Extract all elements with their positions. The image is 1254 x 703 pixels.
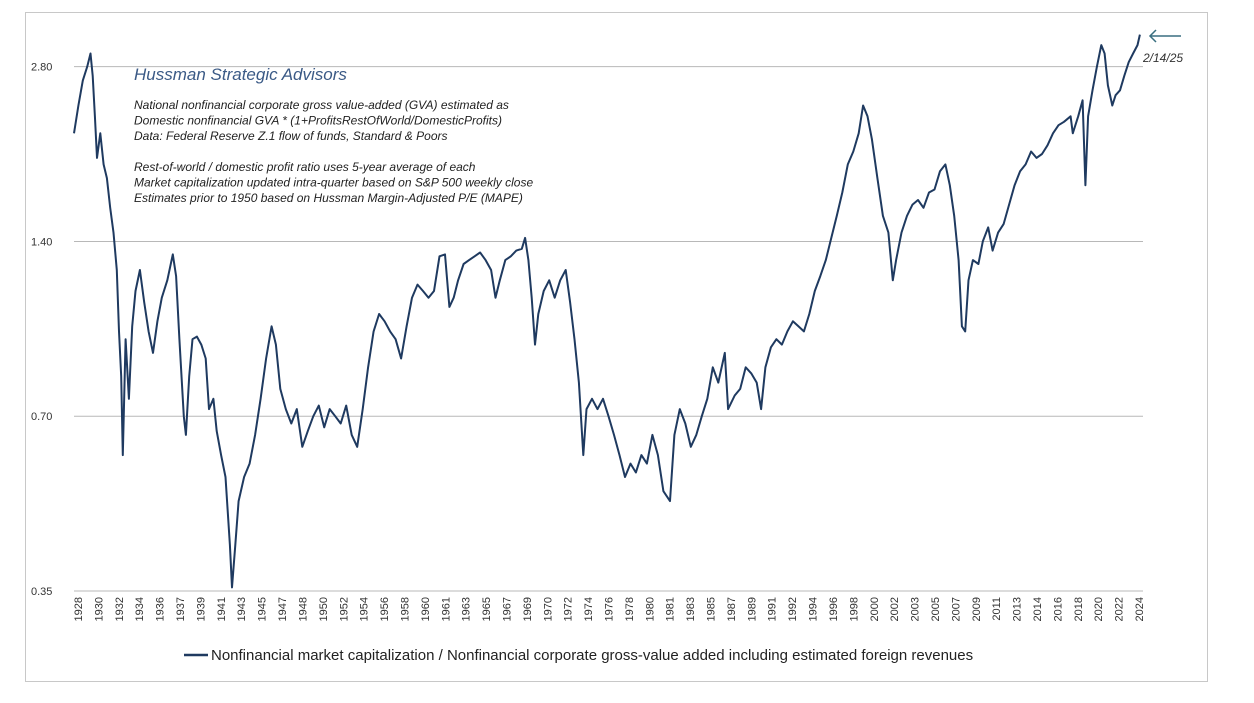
x-tick-label: 1985 [706, 597, 718, 621]
x-tick-label: 1961 [440, 597, 452, 621]
x-tick-label: 2013 [1012, 597, 1024, 621]
y-tick-label: 0.70 [31, 411, 52, 423]
chart-svg: 0.35 0.70 1.40 2.80 1928 1930 1932 1934 1936 193… [31, 29, 1183, 664]
x-tick-label: 2018 [1073, 597, 1085, 621]
legend: Nonfinancial market capitalization / Non… [184, 647, 973, 664]
x-tick-label: 1939 [195, 597, 207, 621]
brand-title: Hussman Strategic Advisors [134, 65, 347, 84]
x-tick-label: 1950 [318, 597, 330, 621]
note-line: Market capitalization updated intra-quar… [134, 176, 533, 190]
x-tick-label: 1936 [155, 597, 167, 621]
x-tick-label: 1956 [379, 597, 391, 621]
x-tick-label: 2024 [1134, 597, 1146, 621]
x-tick-label: 2005 [930, 597, 942, 621]
x-tick-label: 2014 [1032, 597, 1044, 621]
x-tick-label: 1928 [73, 597, 85, 621]
latest-arrow-icon [1148, 29, 1181, 43]
x-tick-label: 1989 [746, 597, 758, 621]
x-tick-label: 2016 [1052, 597, 1064, 621]
x-tick-label: 1965 [481, 597, 493, 621]
x-tick-label: 1934 [134, 597, 146, 621]
x-tick-label: 1952 [338, 597, 350, 621]
x-tick-labels: 1928 1930 1932 1934 1936 1937 1939 1941 1943 1945… [73, 597, 1146, 621]
notes-block: National nonfinancial corporate gross va… [134, 98, 533, 205]
note-line: Domestic nonfinancial GVA * (1+ProfitsRe… [134, 114, 502, 128]
x-tick-label: 1969 [522, 597, 534, 621]
y-tick-label: 2.80 [31, 62, 52, 74]
x-tick-label: 1960 [420, 597, 432, 621]
x-tick-label: 1947 [277, 597, 289, 621]
x-tick-label: 2003 [910, 597, 922, 621]
x-tick-label: 1980 [644, 597, 656, 621]
note-line: National nonfinancial corporate gross va… [134, 98, 509, 112]
y-tick-labels: 0.35 0.70 1.40 2.80 [31, 62, 52, 598]
chart-frame: 0.35 0.70 1.40 2.80 1928 1930 1932 1934 1936 193… [25, 12, 1208, 682]
x-tick-label: 1930 [93, 597, 105, 621]
note-line: Estimates prior to 1950 based on Hussman… [134, 191, 523, 205]
legend-label: Nonfinancial market capitalization / Non… [211, 647, 973, 664]
x-tick-label: 1998 [848, 597, 860, 621]
series-layer [73, 34, 1141, 589]
x-tick-label: 2007 [950, 597, 962, 621]
x-tick-label: 1992 [787, 597, 799, 621]
x-tick-label: 1991 [767, 597, 779, 621]
x-tick-label: 1996 [828, 597, 840, 621]
y-tick-label: 0.35 [31, 586, 52, 598]
x-tick-label: 1981 [665, 597, 677, 621]
series-line-0 [73, 34, 1141, 589]
note-line: Rest-of-world / domestic profit ratio us… [134, 160, 476, 174]
x-tick-label: 1958 [399, 597, 411, 621]
x-tick-label: 1963 [461, 597, 473, 621]
x-tick-label: 1970 [542, 597, 554, 621]
latest-date-label: 2/14/25 [1142, 51, 1183, 65]
x-tick-label: 1943 [236, 597, 248, 621]
x-tick-label: 1932 [114, 597, 126, 621]
y-tick-label: 1.40 [31, 236, 52, 248]
x-tick-label: 1994 [808, 597, 820, 621]
x-tick-label: 1976 [604, 597, 616, 621]
x-tick-label: 2022 [1114, 597, 1126, 621]
x-tick-label: 1987 [726, 597, 738, 621]
gridlines [74, 66, 1143, 592]
x-tick-label: 1937 [175, 597, 187, 621]
x-tick-label: 1945 [257, 597, 269, 621]
x-tick-label: 2011 [991, 597, 1003, 621]
x-tick-label: 1954 [359, 597, 371, 621]
x-tick-label: 2000 [869, 597, 881, 621]
x-tick-label: 1983 [685, 597, 697, 621]
note-line: Data: Federal Reserve Z.1 flow of funds,… [134, 129, 448, 143]
x-tick-label: 2009 [971, 597, 983, 621]
x-tick-label: 1974 [583, 597, 595, 621]
x-tick-label: 1941 [216, 597, 228, 621]
x-tick-label: 1972 [563, 597, 575, 621]
x-tick-label: 1967 [501, 597, 513, 621]
x-tick-label: 1948 [297, 597, 309, 621]
x-tick-label: 2002 [889, 597, 901, 621]
x-tick-label: 1978 [624, 597, 636, 621]
x-tick-label: 2020 [1093, 597, 1105, 621]
